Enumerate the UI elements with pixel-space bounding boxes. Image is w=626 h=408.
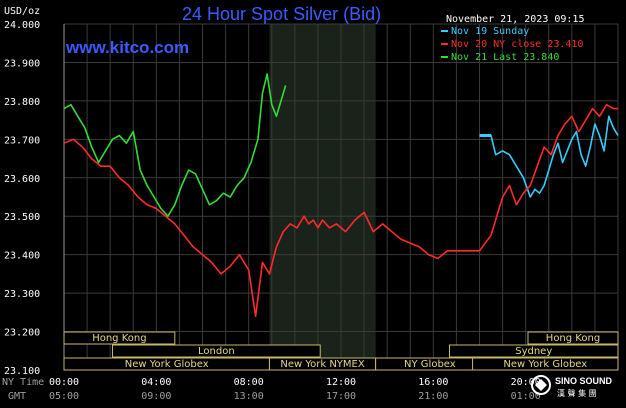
watermark-line1: SINO SOUND [555,376,613,386]
date-label: November 21, 2023 09:15 [446,14,584,25]
x-tick-label-ny: 00:00 [49,377,79,388]
watermark-line2: 漢 聲 集 團 [557,388,597,398]
session-label: New York NYMEX [280,359,365,370]
series-line-3 [63,73,287,217]
session-box [111,344,321,358]
legend-entry: Nov 19 Sunday [451,26,529,37]
x-tick-label-ny: 08:00 [234,377,264,388]
session-box [63,331,176,345]
watermark: SINO SOUND 漢 聲 集 團 [531,375,613,398]
x-tick-label-gmt: 13:00 [234,391,264,402]
sino-sound-logo-icon [531,375,551,395]
highlight-band [269,24,376,370]
logo-diamond-icon [535,379,547,391]
tick-layer: 24.000 23.900 23.800 23.700 23.600 23.500 23.4… [4,20,541,402]
y-tick-label: 23.800 [4,97,40,108]
site-url[interactable]: www.kitco.com [65,38,189,57]
session-label: New York Globex [125,359,209,370]
y-tick-label: 23.300 [4,289,40,300]
x-tick-label-ny: 20:00 [511,377,541,388]
legend: Nov 19 Sunday Nov 20 NY close 23.410 Nov 2… [441,26,583,63]
session-label: Sydney [515,346,552,357]
x-tick-label-ny: 12:00 [326,377,356,388]
session-label: New York Globex [503,359,587,370]
x-tick-label-gmt: 21:00 [418,391,448,402]
ny-time-label: NY Time [2,377,44,388]
y-tick-label: 23.600 [4,174,40,185]
gmt-label: GMT [8,391,26,402]
x-tick-label-ny: 16:00 [418,377,448,388]
session-label: Hong Kong [92,333,146,344]
session-label: London [198,346,235,357]
y-tick-label: 23.200 [4,328,40,339]
y-tick-label: 23.500 [4,212,40,223]
series-layer [63,73,619,318]
chart-title: 24 Hour Spot Silver (Bid) [182,4,381,24]
x-tick-label-gmt: 05:00 [49,391,79,402]
y-tick-label: 23.700 [4,135,40,146]
x-tick-label-ny: 04:00 [141,377,171,388]
series-line-2 [63,103,618,318]
y-axis-units: USD/oz [4,6,40,17]
y-tick-label: 23.100 [4,366,40,377]
session-label: NY Globex [404,359,456,370]
session-box [527,331,619,345]
session-layer: Hong Kong London New York Globex New York N… [63,331,619,371]
session-box [448,344,619,358]
x-tick-label-gmt: 01:00 [511,391,541,402]
legend-entry: Nov 20 NY close 23.410 [451,39,583,50]
y-tick-label: 23.400 [4,251,40,262]
y-tick-label: 24.000 [4,20,40,31]
x-tick-label-gmt: 17:00 [326,391,356,402]
legend-entry: Nov 21 Last 23.840 [451,52,559,63]
series-line-1 [479,115,619,198]
x-tick-label-gmt: 09:00 [141,391,171,402]
session-label: Hong Kong [546,333,600,344]
y-tick-label: 23.900 [4,58,40,69]
session-box [472,357,619,371]
